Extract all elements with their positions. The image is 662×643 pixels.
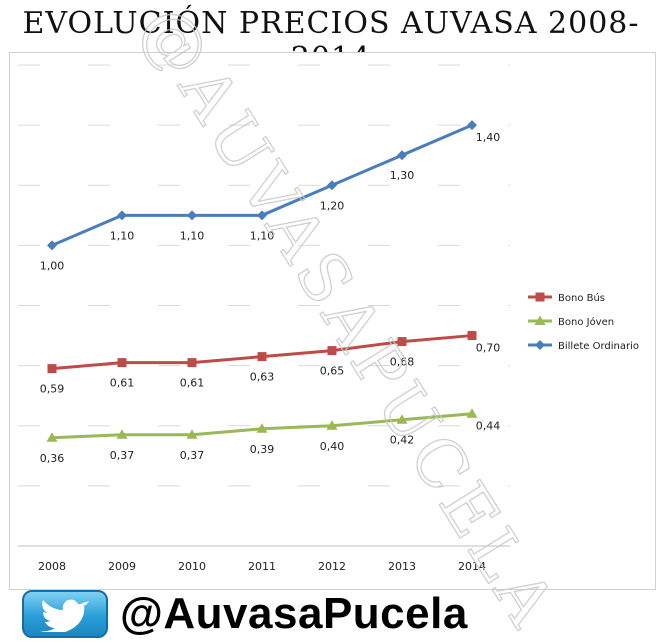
data-label: 0,61 — [110, 377, 135, 390]
data-point — [535, 340, 545, 350]
data-point — [397, 150, 407, 161]
x-tick-label: 2010 — [178, 560, 206, 573]
data-label: 0,70 — [476, 342, 501, 355]
data-point — [397, 337, 407, 347]
data-point — [117, 210, 127, 221]
data-point — [116, 429, 128, 439]
data-label: 0,37 — [180, 449, 205, 462]
x-tick-label: 2009 — [108, 560, 136, 573]
twitter-bird-icon[interactable] — [22, 590, 108, 638]
data-label: 0,68 — [390, 356, 415, 369]
chart-area: 2008 2009 2010 2011 2012 2013 2014 0,59 0,61 0,61… — [9, 52, 656, 590]
data-point — [534, 315, 546, 325]
data-point — [187, 210, 197, 221]
data-point — [46, 432, 58, 442]
data-label: 0,65 — [320, 365, 345, 378]
legend-entry: Bono Bús — [558, 292, 605, 304]
data-label: 1,00 — [40, 259, 65, 272]
data-point — [327, 180, 337, 191]
data-point — [466, 408, 478, 418]
data-label: 0,36 — [40, 452, 65, 465]
data-point — [257, 210, 267, 221]
data-label: 0,40 — [320, 440, 345, 453]
data-point — [327, 346, 337, 356]
x-tick-label: 2014 — [458, 560, 486, 573]
data-label: 1,10 — [110, 229, 135, 242]
legend-entry: Bono Jóven — [558, 316, 614, 328]
data-label: 0,61 — [180, 377, 205, 390]
series-line — [51, 123, 473, 247]
data-label: 0,37 — [110, 449, 135, 462]
data-point — [47, 364, 57, 374]
data-label: 0,63 — [250, 371, 275, 384]
data-label: 0,44 — [476, 420, 501, 433]
data-label: 1,40 — [476, 131, 501, 144]
data-point — [535, 292, 545, 302]
data-point — [186, 429, 198, 439]
data-point — [396, 414, 408, 424]
data-point — [47, 240, 57, 251]
data-point — [326, 420, 338, 430]
line-chart: 2008 2009 2010 2011 2012 2013 2014 0,59 0,61 0,61… — [18, 64, 639, 573]
data-label: 0,39 — [250, 443, 275, 456]
x-tick-label: 2013 — [388, 560, 416, 573]
data-label: 0,59 — [40, 383, 65, 396]
data-label: 1,10 — [250, 229, 275, 242]
data-point — [256, 423, 268, 433]
data-point — [467, 120, 477, 131]
data-point — [187, 358, 197, 368]
footer: @AuvasaPucela — [22, 588, 468, 640]
legend-entry: Billete Ordinario — [558, 341, 639, 352]
data-label: 1,10 — [180, 229, 205, 242]
data-label: 1,30 — [390, 169, 415, 182]
twitter-handle[interactable]: @AuvasaPucela — [120, 589, 468, 638]
x-tick-label: 2012 — [318, 560, 346, 573]
x-tick-label: 2011 — [248, 560, 276, 573]
data-label: 1,20 — [320, 199, 345, 212]
data-label: 0,42 — [390, 434, 415, 447]
x-tick-label: 2008 — [38, 560, 66, 573]
data-point — [117, 358, 127, 368]
data-point — [467, 331, 477, 341]
data-point — [257, 352, 267, 362]
